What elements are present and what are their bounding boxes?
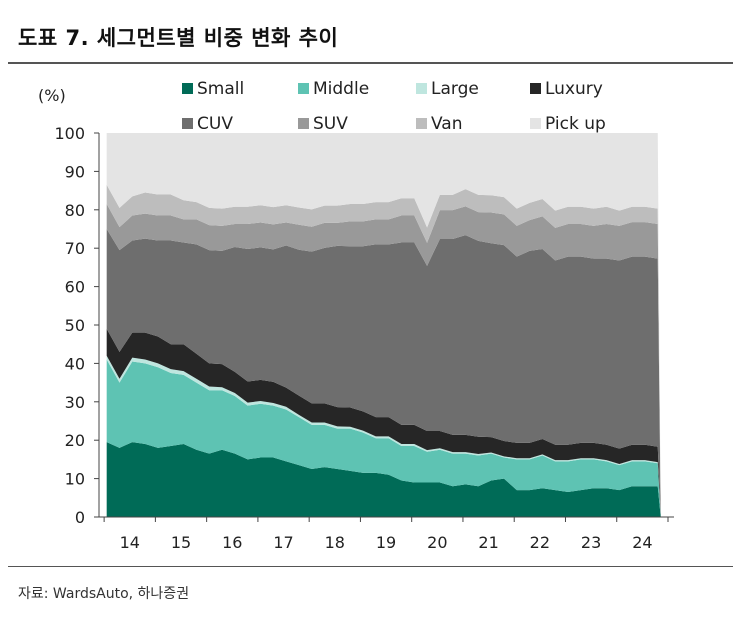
legend-label: Small (197, 79, 244, 99)
area-pick-up (106, 133, 661, 517)
legend-label: Large (431, 79, 479, 99)
area-suv (106, 204, 661, 518)
y-tick-label: 20 (65, 431, 85, 450)
area-luxury (106, 328, 661, 517)
legend-swatch (182, 118, 193, 129)
x-tick-label: 23 (581, 533, 601, 552)
area-van (106, 184, 661, 517)
y-tick-label: 50 (65, 316, 85, 335)
y-tick-label: 70 (65, 239, 85, 258)
legend-swatch (530, 118, 541, 129)
y-tick-label: 100 (54, 124, 85, 143)
x-tick-label: 24 (632, 533, 652, 552)
x-tick-label: 19 (376, 533, 396, 552)
legend-label: Middle (313, 79, 369, 99)
title-rule (8, 62, 733, 64)
legend-swatch (298, 118, 309, 129)
legend-label: SUV (313, 114, 348, 134)
x-tick-label: 16 (222, 533, 242, 552)
x-tick-label: 21 (478, 533, 498, 552)
y-tick-label: 30 (65, 393, 85, 412)
axes: 0 10 20 30 40 50 60 70 80 90 100 14 15 16 17 18 19 20 21 22… (54, 124, 674, 552)
y-tick-label: 40 (65, 354, 85, 373)
y-tick-label: 0 (75, 508, 85, 527)
legend-swatch (530, 83, 541, 94)
legend-label: Van (431, 114, 463, 134)
area-small (106, 442, 661, 517)
x-tick-label: 20 (427, 533, 447, 552)
legend-label: CUV (197, 114, 233, 134)
y-tick-label: 60 (65, 278, 85, 297)
source-rule (8, 566, 733, 567)
legend: Small Middle Large Luxury CUV SUV Van Pick up (182, 79, 606, 134)
x-tick-label: 17 (273, 533, 293, 552)
y-tick-label: 90 (65, 162, 85, 181)
y-tick-label: 10 (65, 470, 85, 489)
legend-swatch (416, 83, 427, 94)
legend-label: Pick up (545, 114, 606, 134)
x-tick-label: 15 (171, 533, 191, 552)
y-tick-label: 80 (65, 201, 85, 220)
x-tick-label: 14 (120, 533, 140, 552)
plot-areas (106, 133, 661, 518)
source-note: 자료: WardsAuto, 하나증권 (18, 586, 190, 602)
x-tick-label: 18 (325, 533, 345, 552)
legend-label: Luxury (545, 79, 603, 99)
area-cuv (106, 229, 661, 517)
stacked-area-chart: Small Middle Large Luxury CUV SUV Van Pick up 0… (38, 79, 674, 552)
legend-swatch (416, 118, 427, 129)
x-tick-label: 22 (530, 533, 550, 552)
legend-swatch (182, 83, 193, 94)
chart-title: 도표 7. 세그먼트별 비중 변화 추이 (18, 26, 339, 50)
y-axis-label: (%) (38, 86, 66, 105)
legend-swatch (298, 83, 309, 94)
